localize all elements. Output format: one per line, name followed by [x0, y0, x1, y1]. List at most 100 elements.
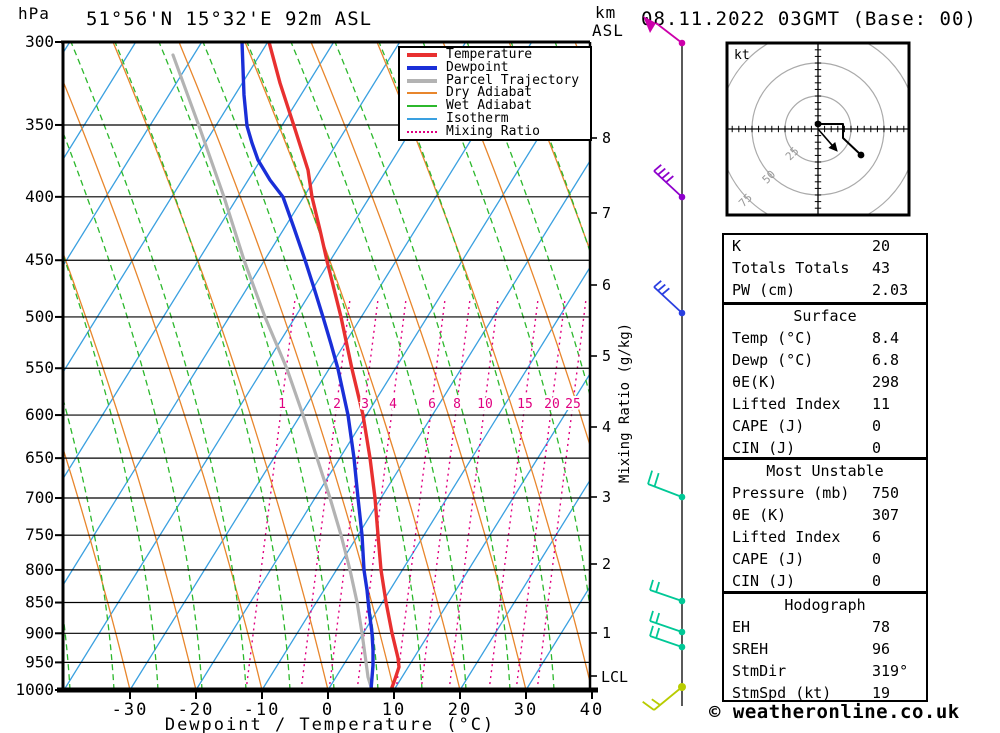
stats-panel-title: Surface	[793, 307, 857, 325]
station-title: 51°56'N 15°32'E 92m ASL	[86, 8, 373, 30]
stats-row: StmSpd (kt) 19	[724, 682, 926, 704]
stats-row-label: StmSpd (kt)	[732, 684, 832, 702]
wind-barb-dot	[678, 597, 686, 605]
isotherm-line	[63, 42, 401, 587]
legend-sample-line	[407, 117, 437, 120]
wind-barb-dot	[678, 39, 686, 47]
temp-tick-label: 10	[382, 700, 406, 720]
legend-item-label: Dewpoint	[446, 60, 509, 76]
mixing-ratio-line	[515, 299, 566, 690]
legend-item-dry-adiabat: Dry Adiabat	[400, 86, 590, 99]
wind-barb-staff	[649, 635, 683, 648]
stats-row: EH 78	[724, 616, 926, 638]
stats-row: Dewp (°C) 6.8	[724, 349, 926, 371]
mixing-ratio-value-label: 1	[278, 397, 286, 412]
stats-row-value: 43	[872, 259, 891, 277]
dry-adiabat-line	[63, 446, 131, 690]
stats-row-label: Totals Totals	[732, 259, 850, 277]
wind-barb-tick	[661, 171, 670, 180]
wind-barb-staff	[653, 686, 683, 711]
x-axis-title: Dewpoint / Temperature (°C)	[165, 715, 495, 733]
wind-barb-tick	[647, 470, 653, 485]
wind-barb-tick	[649, 610, 654, 622]
stats-row-value: 0	[872, 572, 882, 590]
wind-barb-staff	[649, 620, 683, 633]
wind-barb-dot	[678, 493, 686, 501]
dry-adiabat-line	[310, 42, 527, 690]
wind-barb-tick	[657, 283, 666, 292]
stats-row: PW (cm) 2.03	[724, 279, 926, 301]
wind-barb-dot	[678, 643, 686, 651]
stats-panel-title: Most Unstable	[766, 462, 884, 480]
stats-row: Pressure (mb) 750	[724, 482, 926, 504]
km-tick-label: 4	[602, 418, 611, 436]
dry-adiabat-line	[112, 42, 329, 690]
stats-row-value: 11	[872, 395, 891, 413]
pressure-tick-label: 750	[25, 525, 54, 544]
storm-motion-arrowhead	[828, 141, 838, 152]
hodograph-dot	[814, 120, 822, 128]
footer-credit: © weatheronline.co.uk	[709, 701, 960, 723]
isotherm-line	[63, 42, 269, 374]
isotherm-line	[261, 159, 590, 690]
stats-row-label: Dewp (°C)	[732, 351, 814, 369]
hodograph-ring-label: 75	[736, 191, 755, 210]
wind-barb-tick	[653, 472, 660, 487]
stats-row: CAPE (J) 0	[724, 548, 926, 570]
wind-barb	[653, 164, 686, 201]
pressure-tick-label: 550	[25, 358, 54, 377]
stats-row-label: θE(K)	[732, 373, 778, 391]
stats-row: Totals Totals 43	[724, 257, 926, 279]
mixing-ratio-line	[300, 299, 351, 690]
wind-barb-tick	[655, 581, 661, 593]
dry-adiabat-line	[178, 42, 395, 690]
stats-row-label: CIN (J)	[732, 572, 796, 590]
legend-sample-line	[407, 66, 437, 71]
pressure-axis-unit: hPa	[18, 4, 50, 23]
legend-item-label: Temperature	[446, 47, 533, 63]
legend-box: Temperature Dewpoint Parcel Trajectory Dry …	[398, 46, 592, 141]
stats-row-value: 0	[872, 417, 882, 435]
isotherm-line	[63, 42, 137, 161]
stats-panel-indices: K 20 Totals Totals 43 PW (cm) 2.03	[722, 233, 928, 304]
wind-barb-staff	[649, 589, 683, 602]
dry-adiabat-line	[63, 250, 197, 690]
legend-item-label: Isotherm	[446, 110, 509, 126]
pressure-tick-label: 600	[25, 405, 54, 424]
mixing-ratio-value-label: 3	[361, 397, 369, 412]
isotherm-line	[63, 42, 335, 480]
wind-barb-dot	[678, 309, 686, 317]
hodograph-dot	[857, 151, 865, 159]
stats-row: CIN (J) 0	[724, 570, 926, 592]
wind-barb	[649, 625, 686, 651]
temp-tick-label: 30	[514, 700, 538, 720]
wind-barb-tick	[649, 579, 654, 591]
pressure-tick-label: 450	[25, 250, 54, 269]
wind-barb-tick	[661, 287, 670, 296]
legend-item-label: Wet Adiabat	[446, 98, 533, 114]
wind-barb	[642, 683, 686, 711]
wind-barb-tick	[653, 164, 662, 172]
plot-area	[63, 42, 590, 690]
altitude-axis-unit-km: km	[595, 3, 617, 22]
wet-adiabat-line	[63, 396, 115, 690]
stats-row-value: 307	[872, 506, 900, 524]
stats-row: CIN (J) 0	[724, 437, 926, 459]
stats-row-label: θE (K)	[732, 506, 787, 524]
wind-barb-tick	[665, 175, 674, 183]
wind-barb-dot	[678, 683, 686, 691]
km-tick-label: 7	[602, 204, 611, 222]
dry-adiabat-line	[63, 79, 263, 690]
stats-panel-title: Hodograph	[784, 596, 866, 614]
legend-item-wet-adiabat: Wet Adiabat	[400, 98, 590, 114]
hodograph-ring-label: 50	[760, 168, 779, 187]
wind-barb-tick	[653, 280, 662, 288]
isotherm-line	[459, 479, 590, 690]
km-tick-label: 3	[602, 488, 611, 506]
stats-row-value: 8.4	[872, 329, 900, 347]
pressure-tick-label: 300	[25, 32, 54, 51]
wind-barb-tick	[649, 625, 654, 637]
mixing-ratio-value-label: 20	[544, 397, 560, 412]
